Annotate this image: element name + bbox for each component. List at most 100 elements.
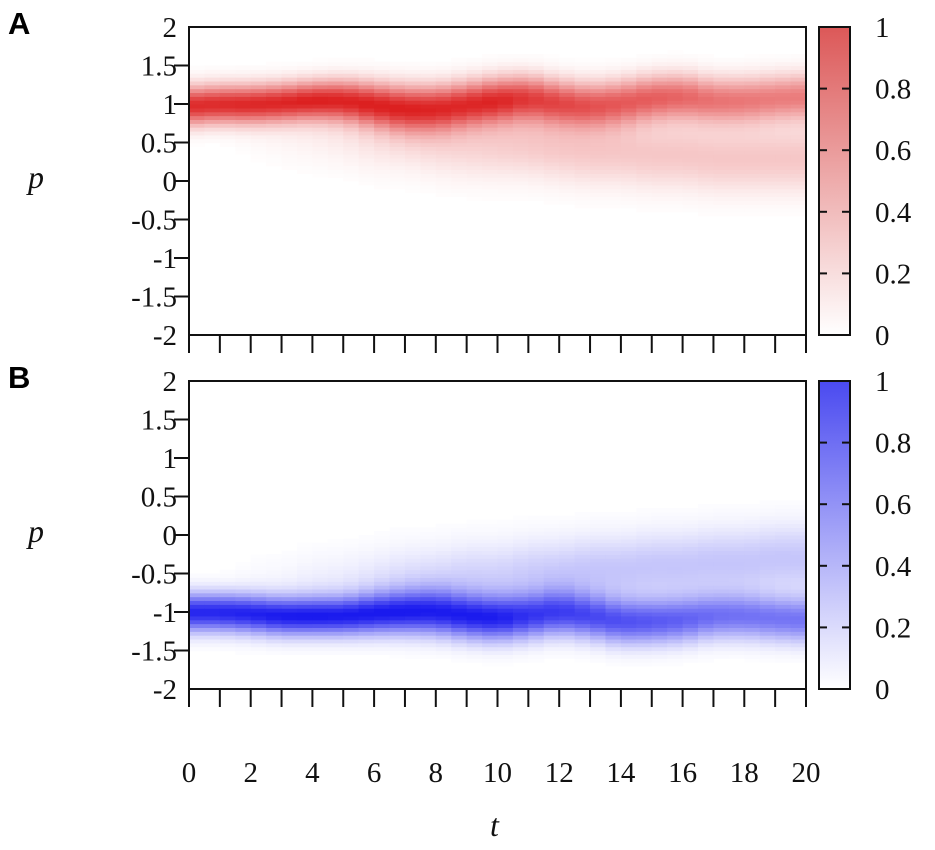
heatmap-cell (620, 192, 637, 197)
heatmap-cell (312, 100, 329, 105)
heatmap-cell (759, 573, 776, 578)
heatmap-cell (374, 600, 391, 605)
heatmap-cell (667, 638, 684, 644)
heatmap-cell (651, 554, 668, 559)
heatmap-cell (698, 111, 715, 117)
heatmap-cell (189, 623, 206, 628)
heatmap-cell (189, 635, 206, 640)
heatmap-cell (389, 96, 406, 101)
heatmap-cell (744, 177, 761, 182)
heatmap-cell (620, 592, 637, 598)
heatmap-cell (435, 184, 452, 190)
heatmap-cell (682, 631, 699, 636)
heatmap-cell (759, 658, 776, 663)
heatmap-cell (590, 519, 607, 525)
heatmap-cell (790, 550, 807, 555)
heatmap-cell (343, 161, 360, 167)
heatmap-cell (651, 111, 668, 117)
heatmap-cell (543, 150, 560, 155)
heatmap-cell (296, 96, 313, 101)
heatmap-cell (682, 134, 699, 140)
heatmap-cell (327, 573, 344, 578)
heatmap-cell (435, 177, 452, 182)
heatmap-cell (775, 565, 792, 571)
heatmap-cell (466, 192, 483, 197)
heatmap-cell (775, 646, 792, 652)
heatmap-cell (559, 200, 576, 205)
heatmap-cell (574, 588, 591, 594)
heatmap-cell (266, 138, 283, 144)
heatmap-cell (651, 107, 668, 113)
heatmap-cell (744, 138, 761, 144)
heatmap-cell (482, 127, 499, 132)
heatmap-cell (713, 127, 730, 132)
heatmap-cell (636, 635, 653, 640)
heatmap-cell (775, 138, 792, 144)
heatmap-cell (590, 581, 607, 586)
heatmap-cell (327, 130, 344, 136)
heatmap-cell (512, 646, 529, 652)
heatmap-cell (389, 538, 406, 544)
heatmap-cell (358, 569, 375, 575)
heatmap-cell (590, 538, 607, 544)
heatmap-cell (327, 631, 344, 636)
heatmap-cell (667, 157, 684, 163)
heatmap-cell (404, 600, 421, 605)
heatmap-cell (389, 612, 406, 617)
heatmap-cell (312, 600, 329, 605)
heatmap-cell (698, 523, 715, 528)
heatmap-cell (189, 142, 206, 147)
heatmap-cell (435, 181, 452, 186)
heatmap-cell (713, 150, 730, 155)
heatmap-cell (728, 169, 745, 174)
heatmap-cell (728, 527, 745, 532)
heatmap-cell (374, 107, 391, 113)
heatmap-cell (713, 107, 730, 113)
heatmap-cell (759, 92, 776, 97)
heatmap-cell (775, 519, 792, 525)
heatmap-cell (682, 73, 699, 78)
heatmap-cell (744, 184, 761, 190)
heatmap-cell (374, 588, 391, 594)
heatmap-cell (327, 550, 344, 555)
heatmap-cell (327, 581, 344, 586)
heatmap-cell (250, 554, 267, 559)
heatmap-cell (759, 654, 776, 659)
heatmap-cell (389, 608, 406, 613)
heatmap-cell (590, 173, 607, 178)
heatmap-cell (497, 650, 514, 655)
heatmap-cell (420, 577, 437, 582)
heatmap-cell (343, 77, 360, 82)
heatmap-cell (358, 550, 375, 555)
heatmap-cell (559, 631, 576, 636)
heatmap-cell (512, 88, 529, 94)
heatmap-cell (466, 196, 483, 201)
heatmap-cell (466, 519, 483, 525)
heatmap-cell (296, 577, 313, 582)
heatmap-cell (728, 69, 745, 74)
heatmap-cell (698, 173, 715, 178)
heatmap-cell (420, 104, 437, 109)
heatmap-cell (605, 204, 622, 209)
heatmap-cell (482, 107, 499, 113)
heatmap-cell (698, 150, 715, 155)
heatmap-cell (435, 527, 452, 532)
heatmap-cell (358, 157, 375, 163)
heatmap-cell (636, 612, 653, 617)
heatmap-cell (620, 111, 637, 117)
heatmap-cell (189, 119, 206, 124)
heatmap-cell (204, 107, 221, 113)
heatmap-cell (605, 177, 622, 182)
heatmap-cell (667, 188, 684, 194)
heatmap-cell (327, 615, 344, 621)
heatmap-cell (667, 177, 684, 182)
heatmap-cell (713, 138, 730, 144)
heatmap-cell (744, 53, 761, 59)
heatmap-cell (574, 104, 591, 109)
heatmap-cell (543, 61, 560, 67)
heatmap-cell (204, 130, 221, 136)
heatmap-cell (543, 596, 560, 602)
heatmap-cell (667, 192, 684, 197)
heatmap-cell (744, 111, 761, 117)
heatmap-cell (559, 73, 576, 78)
